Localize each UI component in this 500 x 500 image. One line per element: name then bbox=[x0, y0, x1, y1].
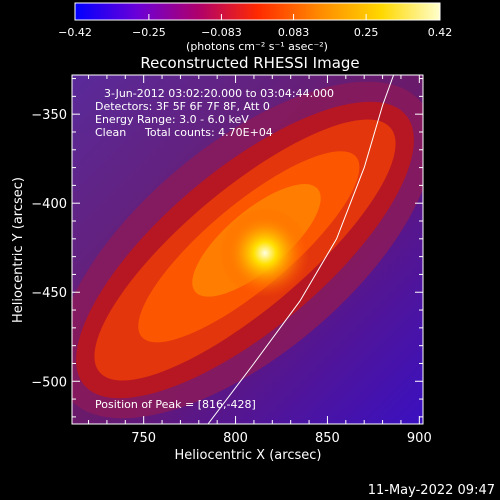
y-tick-label: −500 bbox=[31, 375, 67, 390]
x-tick-label: 900 bbox=[407, 431, 432, 446]
colorbar-tick-label: −0.25 bbox=[132, 26, 166, 39]
colorbar-ticks bbox=[74, 14, 441, 20]
colorbar-unit-label: (photons cm⁻² s⁻¹ asec⁻²) bbox=[186, 40, 328, 53]
y-axis-ticks bbox=[72, 78, 423, 418]
info-time-range: 3-Jun-2012 03:02:20.000 to 03:04:44.000 bbox=[104, 87, 334, 100]
x-axis-ticks bbox=[88, 75, 420, 424]
info-total-counts: Total counts: 4.70E+04 bbox=[144, 126, 273, 139]
y-tick-label: −450 bbox=[31, 286, 67, 301]
footer-date: 11-May-2022 09:47 bbox=[368, 483, 495, 498]
info-detectors: Detectors: 3F 5F 6F 7F 8F, Att 0 bbox=[95, 100, 270, 113]
peak-glow bbox=[219, 208, 310, 299]
info-energy-range: Energy Range: 3.0 - 6.0 keV bbox=[95, 113, 249, 126]
solar-limb-curve bbox=[207, 75, 395, 424]
chart-title: Reconstructed RHESSI Image bbox=[140, 54, 359, 72]
y-axis-tick-labels: −350 −400 −450 −500 bbox=[31, 108, 67, 390]
y-axis-label: Heliocentric Y (arcsec) bbox=[11, 177, 26, 323]
colorbar-tick-label: 0.083 bbox=[278, 26, 310, 39]
x-tick-label: 800 bbox=[223, 431, 248, 446]
colorbar-tick-label: −0.083 bbox=[201, 26, 242, 39]
y-tick-label: −350 bbox=[31, 108, 67, 123]
colorbar-tick-label: 0.42 bbox=[428, 26, 453, 39]
plot-frame bbox=[71, 74, 424, 425]
x-axis-label: Heliocentric X (arcsec) bbox=[175, 448, 322, 463]
x-tick-label: 850 bbox=[315, 431, 340, 446]
colorbar-tick-label: 0.25 bbox=[354, 26, 379, 39]
info-method: Clean bbox=[95, 126, 126, 139]
y-tick-label: −400 bbox=[31, 197, 67, 212]
colorbar-tick-label: −0.42 bbox=[58, 26, 92, 39]
heatmap-image bbox=[72, 75, 423, 424]
colorbar-tick-labels: −0.42 −0.25 −0.083 0.083 0.25 0.42 bbox=[58, 26, 452, 39]
colorbar bbox=[74, 2, 441, 21]
x-tick-label: 750 bbox=[131, 431, 156, 446]
peak-position-label: Position of Peak = [816,-428] bbox=[95, 398, 256, 411]
x-axis-tick-labels: 750 800 850 900 bbox=[131, 431, 431, 446]
